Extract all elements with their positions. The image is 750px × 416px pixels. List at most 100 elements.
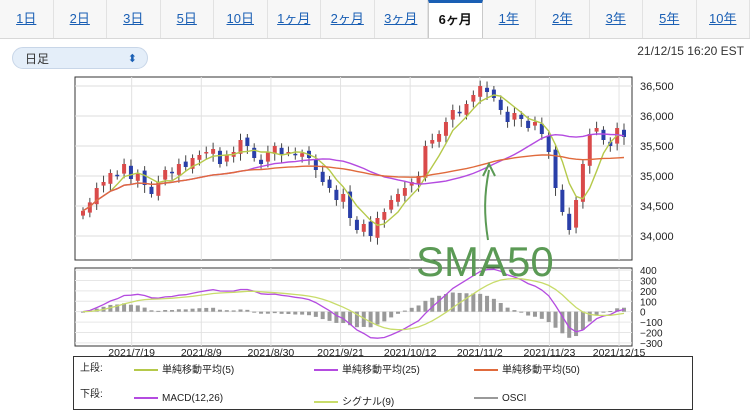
candle-body: [532, 122, 537, 126]
osci-bar: [279, 311, 284, 314]
candle-body: [423, 146, 428, 178]
candle-body: [498, 99, 503, 110]
candle-body: [238, 140, 243, 154]
tab-3[interactable]: 5日: [161, 0, 214, 38]
candle-body: [368, 221, 373, 236]
tab-1[interactable]: 2日: [54, 0, 107, 38]
candle-body: [176, 164, 181, 175]
tab-5[interactable]: 1ヶ月: [268, 0, 321, 38]
candle-body: [170, 171, 175, 174]
candle-body: [526, 120, 531, 128]
candle-type-select[interactable]: 日足 ⬍: [12, 47, 148, 69]
tab-6[interactable]: 2ヶ月: [321, 0, 375, 38]
candle-body: [101, 182, 106, 186]
tab-10[interactable]: 2年: [536, 0, 590, 38]
tab-0[interactable]: 1日: [0, 0, 54, 38]
osci-bar: [286, 311, 291, 315]
candle-body: [115, 174, 120, 177]
osci-bar: [300, 311, 305, 315]
osci-bar: [170, 310, 175, 312]
tab-4[interactable]: 10日: [214, 0, 268, 38]
candle-body: [430, 140, 435, 144]
candle-body: [108, 173, 113, 184]
candle-body: [375, 218, 380, 238]
candle-body: [539, 123, 544, 134]
upper-y-tick-label: 34,000: [640, 231, 674, 243]
osci-bar: [245, 309, 250, 312]
candle-body: [567, 213, 572, 230]
osci-bar: [608, 311, 613, 313]
osci-bar: [327, 311, 332, 321]
upper-legend-item: 単純移動平均(25): [314, 361, 420, 376]
osci-bar: [450, 292, 455, 312]
candle-body: [327, 179, 332, 188]
osci-bar: [485, 295, 490, 312]
osci-bar: [464, 293, 469, 312]
osci-bar: [135, 305, 140, 312]
candle-body: [409, 182, 414, 186]
osci-bar: [211, 307, 216, 312]
period-tabs: 1日 2日 3日 5日 10日 1ヶ月 2ヶ月 3ヶ月 6ヶ月 1年 2年 3年 5年 10年: [0, 0, 750, 39]
upper-plot-frame: [74, 76, 633, 261]
lower-y-tick-label: 300: [640, 276, 657, 287]
tab-2[interactable]: 3日: [107, 0, 161, 38]
lower-y-tick-label: −200: [640, 328, 663, 339]
osci-bar: [334, 311, 339, 323]
tab-9[interactable]: 1年: [483, 0, 536, 38]
osci-bar: [437, 295, 442, 312]
candle-body: [574, 200, 579, 228]
tab-7[interactable]: 3ヶ月: [375, 0, 428, 38]
osci-bar: [574, 311, 579, 337]
chart-legend: 上段: 下段: 単純移動平均(5) 単純移動平均(25) 単純移動平均(50) MA…: [73, 356, 693, 410]
osci-bar: [265, 311, 270, 314]
price-chart: 36,500 36,000 35,500 35,000 34,500 34,000 4003…: [74, 76, 674, 356]
legend-swatch: [134, 397, 158, 400]
updown-chevron-icon: ⬍: [127, 53, 137, 65]
candle-body: [622, 129, 626, 137]
candle-body: [156, 182, 161, 196]
candle-body: [389, 200, 394, 210]
candle-body: [580, 164, 585, 202]
tab-8[interactable]: 6ヶ月: [428, 0, 483, 38]
osci-bar: [122, 303, 127, 312]
legend-label: OSCI: [502, 393, 527, 404]
annotation-arrow-head: [482, 161, 496, 177]
osci-bar: [128, 304, 133, 312]
osci-bar: [512, 310, 517, 312]
osci-bar: [587, 311, 592, 322]
osci-bar: [81, 311, 85, 313]
candle-body: [464, 104, 469, 115]
candle-body: [416, 176, 421, 184]
lower-legend-item: シグナル(9): [314, 393, 394, 408]
sma50-line: [82, 154, 625, 212]
osci-bar: [320, 311, 325, 320]
osci-bar: [190, 308, 195, 312]
candle-body: [190, 158, 195, 169]
lower-y-tick-label: 100: [640, 297, 657, 308]
tab-12[interactable]: 5年: [643, 0, 697, 38]
osci-bar: [532, 311, 537, 317]
osci-bar: [443, 294, 448, 312]
candle-body: [348, 191, 353, 218]
osci-bar: [402, 310, 407, 312]
candle-body: [361, 224, 366, 232]
osci-bar: [341, 311, 346, 324]
legend-label: MACD(12,26): [162, 393, 224, 404]
legend-label: 単純移動平均(50): [502, 365, 580, 376]
candle-body: [259, 159, 264, 164]
candle-body: [443, 122, 448, 136]
candle-body: [293, 153, 298, 156]
legend-swatch: [474, 369, 498, 372]
candle-body: [128, 165, 133, 179]
osci-bar: [115, 304, 120, 312]
osci-bar: [224, 310, 229, 312]
x-tick-label: 2021/9/21: [317, 347, 364, 356]
tab-11[interactable]: 3年: [590, 0, 643, 38]
candle-body: [601, 129, 606, 140]
legend-swatch: [314, 369, 338, 372]
candle-body: [204, 152, 209, 154]
candle-body: [334, 189, 339, 200]
candle-body: [265, 152, 270, 162]
legend-lower-label: 下段:: [80, 389, 103, 400]
upper-legend-item: 単純移動平均(50): [474, 361, 580, 376]
